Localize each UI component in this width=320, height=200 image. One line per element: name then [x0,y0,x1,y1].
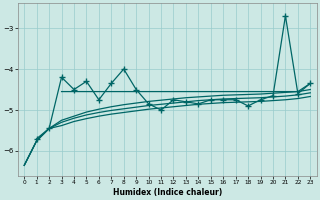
X-axis label: Humidex (Indice chaleur): Humidex (Indice chaleur) [113,188,222,197]
